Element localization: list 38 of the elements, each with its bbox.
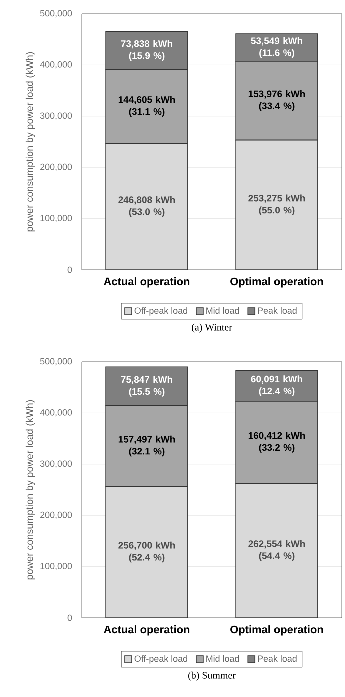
y-tick-label: 0 <box>68 614 72 622</box>
y-tick-label: 300,000 <box>40 112 72 120</box>
data-label: 246,808 kWh (53.0 %) <box>118 196 176 218</box>
data-label: 144,605 kWh (31.1 %) <box>118 96 176 118</box>
text: (a) Winter <box>192 324 232 333</box>
y-tick-label: 500,000 <box>40 358 72 366</box>
text: (b) Summer <box>188 672 236 681</box>
y-tick-label: 400,000 <box>40 410 72 417</box>
data-label: 262,554 kWh (54.4 %) <box>248 540 306 562</box>
data-label: 157,497 kWh (32.1 %) <box>118 436 176 457</box>
data-label: 60,091 kWh (12.4 %) <box>251 376 302 396</box>
legend-label: Peak load <box>258 307 297 314</box>
x-tick-label: Optimal operation <box>230 626 324 636</box>
legend-label: Peak load <box>258 655 297 662</box>
y-tick-label: 200,000 <box>40 512 72 520</box>
data-label: 253,275 kWh (55.0 %) <box>248 194 306 216</box>
legend-label: Off-peak load <box>134 655 188 664</box>
data-label: 256,700 kWh (52.4 %) <box>118 542 176 563</box>
y-axis-title: power consumption by power load (kWh) <box>26 400 36 580</box>
y-axis-title: power consumption by power load (kWh) <box>26 52 36 232</box>
data-label: 153,976 kWh (33.4 %) <box>248 90 306 112</box>
y-tick-label: 400,000 <box>40 61 72 69</box>
data-label: 53,549 kWh (11.6 %) <box>251 37 302 58</box>
x-tick-label: Actual operation <box>104 278 190 288</box>
y-tick-label: 100,000 <box>40 215 72 222</box>
data-label: 75,847 kWh (15.5 %) <box>121 376 172 397</box>
legend-label: Off-peak load <box>134 307 188 316</box>
legend-label: Mid load <box>206 307 240 314</box>
y-tick-label: 300,000 <box>40 460 72 468</box>
y-tick-label: 200,000 <box>40 164 72 172</box>
x-tick-label: Actual operation <box>104 626 190 636</box>
y-tick-label: 0 <box>68 266 72 274</box>
y-tick-label: 500,000 <box>40 10 72 18</box>
legend-label: Mid load <box>206 655 240 662</box>
x-tick-label: Optimal operation <box>230 278 324 288</box>
y-tick-label: 100,000 <box>40 563 72 571</box>
data-label: 160,412 kWh (33.2 %) <box>248 432 306 453</box>
data-label: 73,838 kWh (15.9 %) <box>121 40 172 62</box>
